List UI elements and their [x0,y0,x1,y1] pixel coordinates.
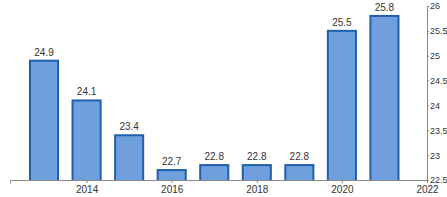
y-tick-mark [427,6,429,7]
x-tick-mark [172,180,173,183]
y-tick-label: 23.5 [430,126,447,136]
y-tick: 25.5 [427,26,447,36]
y-axis-line [428,7,430,181]
y-axis: 22.5 23 23.5 24 24.5 25 25.5 26 [427,1,447,185]
x-tick: 2016 [161,180,184,195]
y-tick-mark [427,105,429,106]
y-tick: 23.5 [427,126,447,136]
bar [158,170,186,180]
data-labels: 24.9 24.1 23.4 22.7 22.8 22.8 22.8 25.5 25.8 [34,2,394,167]
y-tick: 24.5 [427,76,447,86]
bar [243,165,271,180]
chart: 24.9 24.1 23.4 22.7 22.8 22.8 22.8 25.5 25.8 2014… [0,0,447,197]
data-label: 24.1 [77,86,97,97]
y-tick: 24 [427,101,440,111]
y-tick-label: 26 [430,1,440,11]
y-tick: 26 [427,1,440,11]
bar [115,135,143,180]
y-tick-mark [427,130,429,131]
y-tick-label: 24 [430,101,440,111]
data-label: 22.7 [162,156,182,167]
y-tick-label: 25 [430,51,440,61]
y-tick-label: 23 [430,151,440,161]
x-tick-label: 2022 [416,184,439,195]
data-label: 25.5 [332,17,352,28]
x-axis: 2014 2016 2018 2020 2022 [11,180,440,195]
x-tick-mark [87,180,88,183]
data-label: 24.9 [34,47,54,58]
x-tick-mark [342,180,343,183]
x-tick-label: 2016 [161,184,184,195]
data-label: 23.4 [119,121,139,132]
data-label: 22.8 [247,151,267,162]
bar [30,61,58,180]
x-tick-label: 2020 [331,184,354,195]
x-tick-label: 2014 [76,184,99,195]
bar [285,165,313,180]
x-axis-line [11,181,428,184]
bar [73,100,101,180]
y-tick-mark [427,56,429,57]
bar [370,16,398,180]
y-tick: 22.5 [427,175,447,185]
y-tick-mark [427,81,429,82]
x-tick-label: 2018 [246,184,269,195]
x-tick: 2014 [76,180,99,195]
data-label: 22.8 [205,151,225,162]
x-tick-mark [257,180,258,183]
data-label: 22.8 [290,151,310,162]
y-tick-mark [427,31,429,32]
y-tick-label: 24.5 [430,76,447,86]
y-tick-mark [427,180,429,181]
x-tick: 2020 [331,180,354,195]
data-label: 25.8 [375,2,395,13]
bar [328,31,356,180]
bar [200,165,228,180]
y-tick: 23 [427,151,440,161]
y-tick-mark [427,155,429,156]
bars [30,16,398,180]
y-tick: 25 [427,51,440,61]
y-tick-label: 22.5 [430,175,447,185]
x-tick: 2018 [246,180,269,195]
y-tick-label: 25.5 [430,26,447,36]
x-tick-mark [427,180,428,183]
